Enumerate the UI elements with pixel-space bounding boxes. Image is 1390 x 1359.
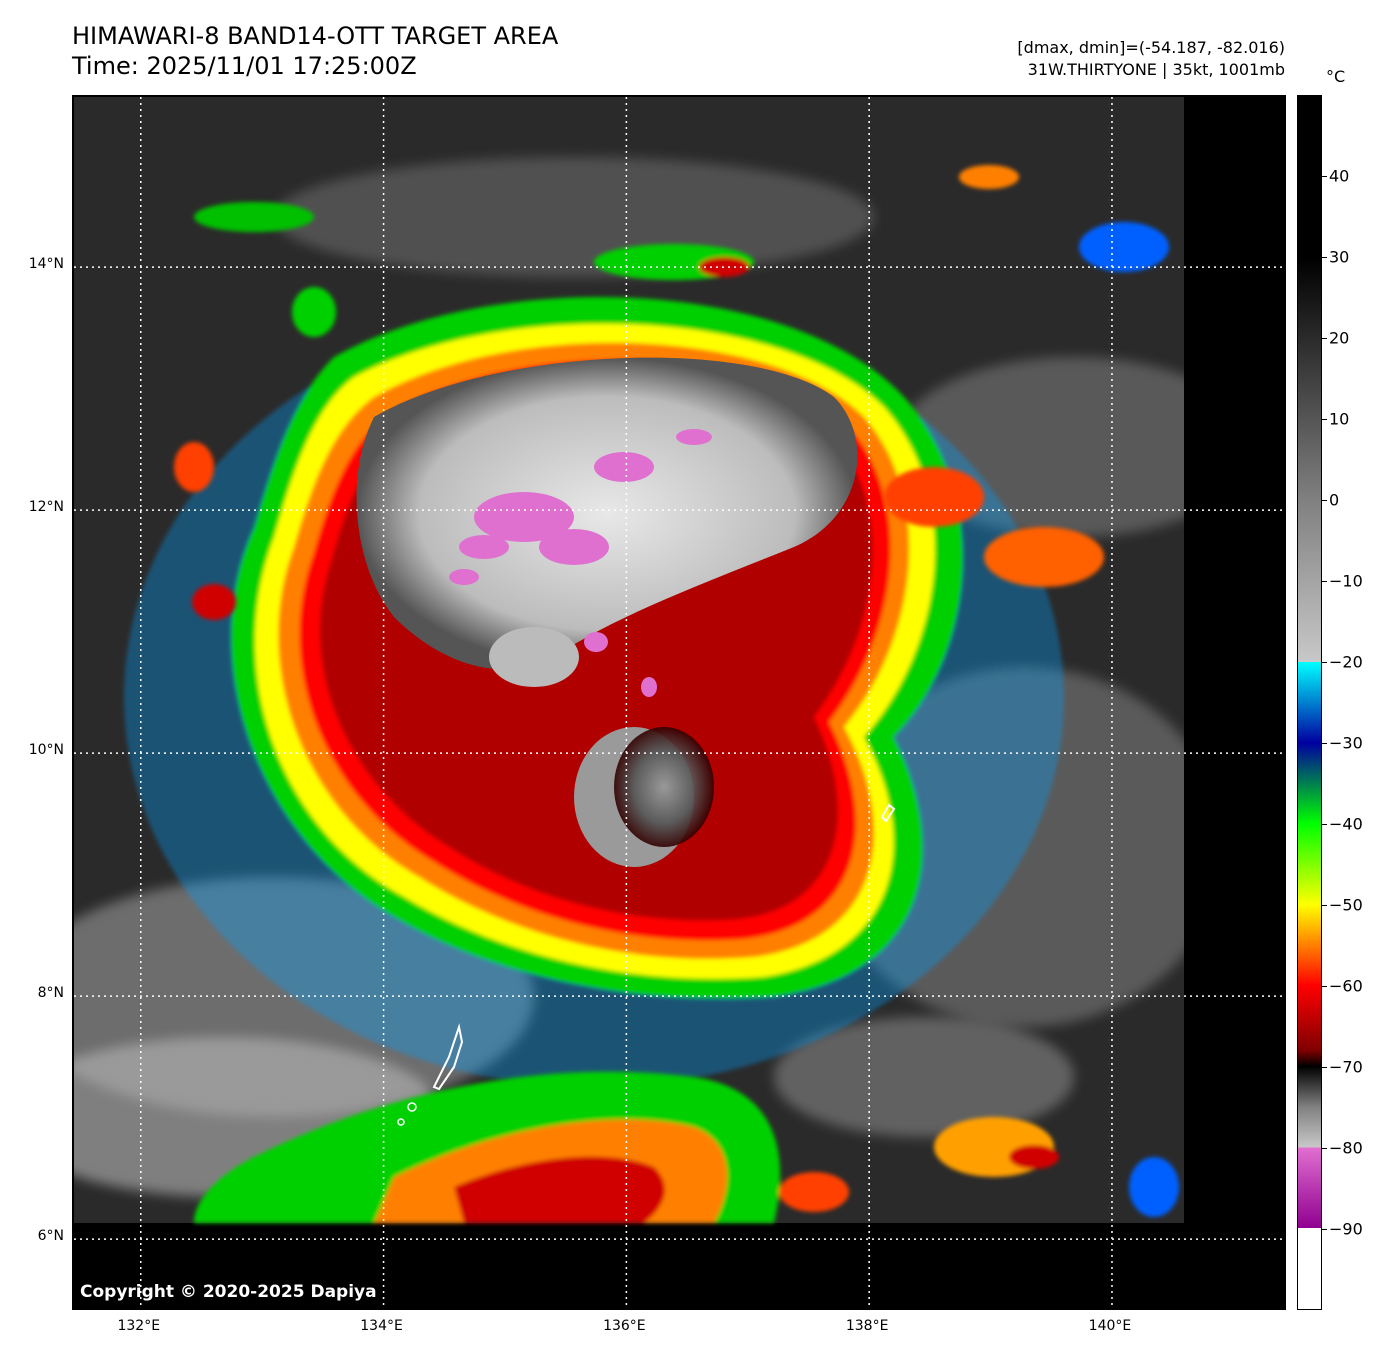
colorbar-tick-label: 10 bbox=[1329, 409, 1350, 429]
colorbar-tick bbox=[1322, 662, 1327, 663]
colorbar-tick bbox=[1322, 1229, 1327, 1230]
colorbar-tick bbox=[1322, 500, 1327, 501]
colorbar-tick-label: 30 bbox=[1329, 247, 1350, 267]
colorbar-tick-label: 0 bbox=[1329, 490, 1340, 510]
colorbar-tick bbox=[1322, 1067, 1327, 1068]
colorbar-tick-label: 40 bbox=[1329, 166, 1350, 186]
colorbar-tick-label: −10 bbox=[1329, 571, 1363, 591]
lat-label: 14°N bbox=[28, 256, 64, 273]
colorbar-unit: °C bbox=[1326, 67, 1346, 86]
lat-label: 6°N bbox=[37, 1228, 64, 1245]
colorbar-tick bbox=[1322, 986, 1327, 987]
colorbar-tick-label: −40 bbox=[1329, 814, 1363, 834]
lon-label: 134°E bbox=[360, 1318, 403, 1334]
lat-lon-gridlines bbox=[74, 97, 1284, 1308]
satellite-map: Copyright © 2020-2025 Dapiya bbox=[72, 95, 1286, 1310]
map-imagery bbox=[74, 97, 1284, 1308]
lat-label: 12°N bbox=[28, 499, 64, 516]
colorbar-tick-label: −20 bbox=[1329, 652, 1363, 672]
colorbar-tick bbox=[1322, 419, 1327, 420]
lat-label: 10°N bbox=[28, 742, 64, 759]
chart-time: Time: 2025/11/01 17:25:00Z bbox=[72, 52, 417, 80]
colorbar-tick bbox=[1322, 338, 1327, 339]
lon-label: 140°E bbox=[1088, 1318, 1132, 1334]
colorbar-tick bbox=[1322, 581, 1327, 582]
colorbar-tick-label: −90 bbox=[1329, 1219, 1363, 1239]
colorbar-tick bbox=[1322, 743, 1327, 744]
colorbar-tick-label: −50 bbox=[1329, 895, 1363, 915]
colorbar-tick bbox=[1322, 905, 1327, 906]
copyright-notice: Copyright © 2020-2025 Dapiya bbox=[80, 1282, 377, 1302]
lon-label: 132°E bbox=[117, 1318, 161, 1334]
storm-info: 31W.THIRTYONE | 35kt, 1001mb bbox=[1027, 60, 1285, 79]
colorbar-tick bbox=[1322, 824, 1327, 825]
lon-label: 138°E bbox=[845, 1318, 889, 1334]
colorbar-tick bbox=[1322, 176, 1327, 177]
colorbar-tick bbox=[1322, 1148, 1327, 1149]
lon-label: 136°E bbox=[603, 1318, 646, 1334]
colorbar-tick-label: −80 bbox=[1329, 1138, 1363, 1158]
colorbar-tick-label: −60 bbox=[1329, 976, 1363, 996]
colorbar-tick-label: −70 bbox=[1329, 1057, 1363, 1077]
dmax-dmin-info: [dmax, dmin]=(-54.187, -82.016) bbox=[1017, 38, 1285, 57]
colorbar-tick-label: −30 bbox=[1329, 733, 1363, 753]
colorbar bbox=[1297, 95, 1322, 1310]
chart-title: HIMAWARI-8 BAND14-OTT TARGET AREA bbox=[72, 22, 559, 50]
colorbar-tick bbox=[1322, 257, 1327, 258]
lat-label: 8°N bbox=[37, 985, 64, 1002]
colorbar-tick-label: 20 bbox=[1329, 328, 1350, 348]
